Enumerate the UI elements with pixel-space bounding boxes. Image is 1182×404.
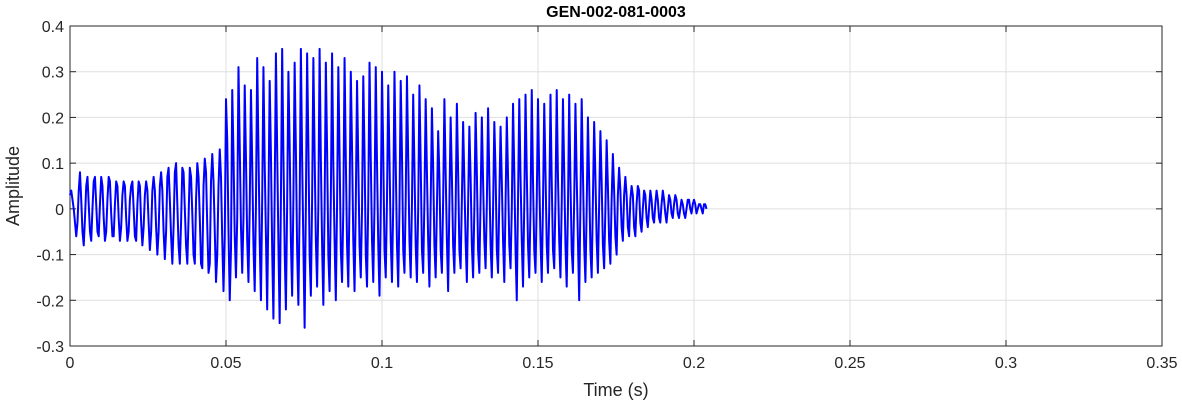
x-tick-label: 0.1 <box>371 355 393 372</box>
waveform-line <box>69 47 708 329</box>
y-tick-labels: -0.3 -0.2 -0.1 0 0.1 0.2 0.3 0.4 <box>36 19 64 356</box>
y-tick-label: 0.3 <box>42 65 64 82</box>
x-axis-label: Time (s) <box>583 380 648 400</box>
y-axis-label: Amplitude <box>3 146 23 226</box>
x-tick-label: 0.15 <box>522 355 553 372</box>
x-tick-label: 0.05 <box>210 355 241 372</box>
x-tick-label: 0.35 <box>1146 355 1177 372</box>
y-tick-label: 0.2 <box>42 110 64 127</box>
y-tick-label: 0.4 <box>42 19 64 36</box>
plot-area-frame <box>69 25 1163 347</box>
y-tick-label: -0.3 <box>36 339 64 356</box>
chart-title: GEN-002-081-0003 <box>546 4 686 21</box>
axis-ticks <box>69 25 1163 347</box>
y-tick-label: 0 <box>55 202 64 219</box>
x-tick-label: 0.3 <box>995 355 1017 372</box>
y-tick-label: 0.1 <box>42 156 64 173</box>
x-tick-label: 0.25 <box>834 355 865 372</box>
y-tick-label: -0.1 <box>36 248 64 265</box>
x-tick-label: 0.2 <box>683 355 705 372</box>
x-tick-labels: 0 0.05 0.1 0.15 0.2 0.25 0.3 0.35 <box>66 355 1178 372</box>
x-tick-label: 0 <box>66 355 75 372</box>
y-tick-label: -0.2 <box>36 293 64 310</box>
